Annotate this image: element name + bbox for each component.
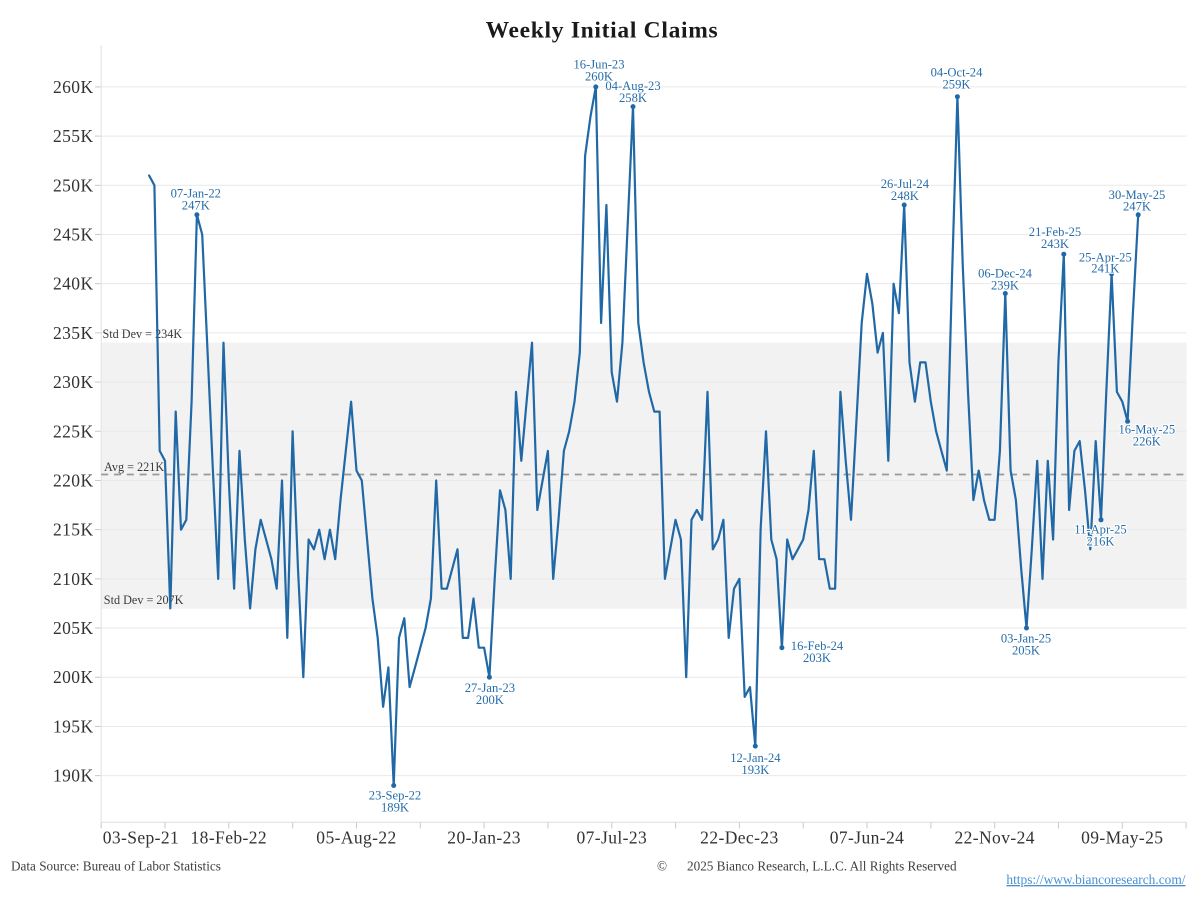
svg-text:16-May-25: 16-May-25	[1118, 423, 1175, 437]
svg-text:26-Jul-24: 26-Jul-24	[881, 177, 930, 191]
svg-text:250K: 250K	[53, 175, 94, 195]
svg-text:200K: 200K	[476, 693, 504, 707]
svg-text:03-Jan-25: 03-Jan-25	[1001, 631, 1051, 645]
svg-text:205K: 205K	[53, 618, 94, 638]
svg-text:18-Feb-22: 18-Feb-22	[191, 828, 268, 848]
svg-text:260K: 260K	[585, 69, 613, 83]
svg-text:07-Jan-22: 07-Jan-22	[171, 187, 221, 201]
svg-text:247K: 247K	[1123, 200, 1151, 214]
svg-text:215K: 215K	[53, 520, 94, 540]
svg-text:226K: 226K	[1133, 435, 1161, 449]
svg-text:210K: 210K	[53, 569, 94, 589]
svg-text:25-Apr-25: 25-Apr-25	[1079, 251, 1132, 265]
svg-text:07-Jul-23: 07-Jul-23	[576, 828, 647, 848]
svg-text:239K: 239K	[991, 279, 1019, 293]
svg-text:Avg = 221K: Avg = 221K	[104, 460, 164, 474]
svg-text:06-Dec-24: 06-Dec-24	[978, 267, 1033, 281]
svg-text:220K: 220K	[53, 471, 94, 491]
svg-text:©: ©	[657, 859, 667, 874]
svg-text:Weekly Initial Claims: Weekly Initial Claims	[486, 17, 719, 43]
svg-text:21-Feb-25: 21-Feb-25	[1029, 225, 1081, 239]
svg-text:205K: 205K	[1012, 643, 1040, 657]
svg-text:190K: 190K	[53, 766, 94, 786]
svg-text:216K: 216K	[1087, 534, 1115, 548]
svg-text:245K: 245K	[53, 225, 94, 245]
svg-text:09-May-25: 09-May-25	[1081, 828, 1163, 848]
svg-text:11-Apr-25: 11-Apr-25	[1074, 522, 1126, 536]
svg-text:23-Sep-22: 23-Sep-22	[369, 789, 421, 803]
svg-text:22-Nov-24: 22-Nov-24	[954, 828, 1034, 848]
svg-text:12-Jan-24: 12-Jan-24	[730, 751, 781, 765]
svg-text:Data Source: Bureau of Labor S: Data Source: Bureau of Labor Statistics	[11, 859, 221, 874]
svg-text:189K: 189K	[381, 801, 409, 815]
svg-text:2025 Bianco Research, L.L.C. A: 2025 Bianco Research, L.L.C. All Rights …	[687, 859, 957, 874]
svg-text:230K: 230K	[53, 372, 94, 392]
svg-text:200K: 200K	[53, 667, 94, 687]
svg-text:255K: 255K	[53, 126, 94, 146]
svg-text:04-Aug-23: 04-Aug-23	[605, 79, 660, 93]
svg-text:https://www.biancoresearch.com: https://www.biancoresearch.com/	[1006, 872, 1185, 887]
svg-text:Std Dev = 207K: Std Dev = 207K	[104, 593, 184, 607]
svg-text:195K: 195K	[53, 716, 94, 736]
svg-text:16-Jun-23: 16-Jun-23	[573, 57, 624, 71]
svg-text:260K: 260K	[53, 77, 94, 97]
svg-text:193K: 193K	[741, 763, 769, 777]
svg-text:259K: 259K	[943, 78, 971, 92]
svg-text:16-Feb-24: 16-Feb-24	[791, 639, 844, 653]
svg-text:30-May-25: 30-May-25	[1109, 188, 1166, 202]
svg-text:27-Jan-23: 27-Jan-23	[465, 681, 515, 695]
svg-text:Std Dev = 234K: Std Dev = 234K	[103, 327, 183, 341]
svg-text:07-Jun-24: 07-Jun-24	[830, 828, 905, 848]
svg-text:235K: 235K	[53, 323, 94, 343]
svg-text:05-Aug-22: 05-Aug-22	[316, 828, 396, 848]
svg-text:203K: 203K	[803, 651, 831, 665]
svg-text:248K: 248K	[891, 189, 919, 203]
svg-text:22-Dec-23: 22-Dec-23	[700, 828, 778, 848]
svg-text:20-Jan-23: 20-Jan-23	[447, 828, 521, 848]
svg-text:247K: 247K	[182, 199, 210, 213]
svg-text:243K: 243K	[1041, 237, 1069, 251]
svg-text:241K: 241K	[1091, 262, 1119, 276]
svg-text:04-Oct-24: 04-Oct-24	[931, 66, 983, 80]
svg-text:225K: 225K	[53, 421, 94, 441]
svg-text:03-Sep-21: 03-Sep-21	[103, 828, 180, 848]
svg-text:258K: 258K	[619, 91, 647, 105]
svg-text:240K: 240K	[53, 274, 94, 294]
